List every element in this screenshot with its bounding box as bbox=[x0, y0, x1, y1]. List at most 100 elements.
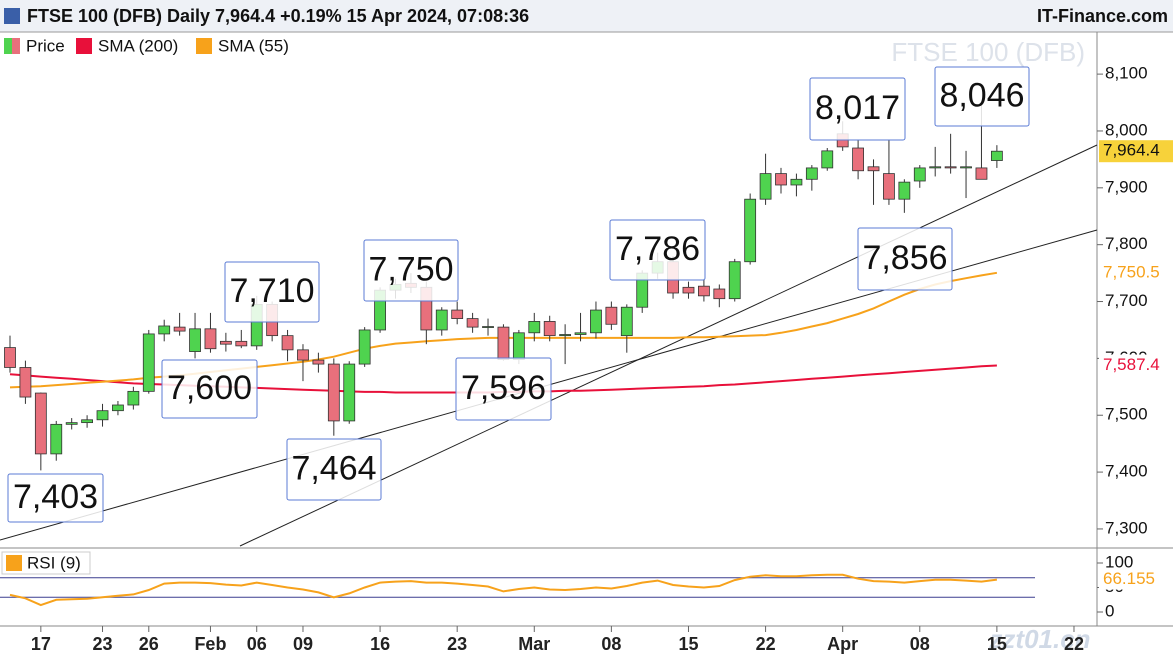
candle-body bbox=[158, 325, 171, 335]
candle-body bbox=[19, 367, 32, 398]
rsi-legend-bg bbox=[1, 551, 91, 575]
candle-body bbox=[898, 181, 911, 200]
candle-body bbox=[698, 285, 710, 297]
legend-swatch bbox=[6, 555, 22, 571]
candle-body bbox=[343, 363, 356, 422]
candle-body bbox=[543, 321, 556, 337]
candle-body bbox=[929, 166, 942, 169]
candle-body bbox=[96, 410, 109, 421]
legend-label: SMA (200) bbox=[98, 36, 178, 55]
candle-body bbox=[312, 359, 325, 365]
x-tick-label: 23 bbox=[93, 634, 113, 654]
price-label-bg bbox=[1099, 140, 1173, 163]
legend-swatch bbox=[196, 38, 212, 54]
candle-body bbox=[528, 321, 541, 334]
candle-body bbox=[960, 166, 972, 169]
price-label: 7,964.4 bbox=[1103, 141, 1160, 160]
candle-body bbox=[281, 335, 294, 351]
annotation-box bbox=[609, 219, 706, 281]
rsi-legend-label: RSI (9) bbox=[27, 553, 81, 572]
rsi-tick-label: 0 bbox=[1105, 601, 1114, 620]
candle-body bbox=[297, 349, 309, 361]
price-label-bg bbox=[1099, 354, 1173, 377]
last-value-label: 7,587.4 bbox=[1103, 355, 1160, 374]
candle-body bbox=[759, 173, 772, 200]
annotation-box bbox=[857, 227, 953, 291]
candle-body bbox=[482, 326, 494, 328]
annotation: 7,600 bbox=[167, 369, 252, 407]
legend-swatch bbox=[12, 38, 20, 54]
annotation-box bbox=[161, 359, 258, 419]
annotation-box bbox=[286, 438, 382, 501]
candle-body bbox=[189, 328, 201, 352]
candle-body bbox=[744, 198, 757, 263]
candle-body bbox=[590, 309, 602, 334]
candle-body bbox=[944, 166, 957, 169]
candle-body bbox=[34, 392, 47, 455]
y-tick-label: 7,500 bbox=[1105, 405, 1148, 424]
x-tick-label: Mar bbox=[518, 634, 550, 654]
annotation: 7,710 bbox=[229, 272, 314, 310]
candle-body bbox=[605, 306, 618, 325]
annotation: 8,017 bbox=[815, 89, 900, 127]
annotation: 8,046 bbox=[939, 76, 1024, 114]
y-tick-label: 7,800 bbox=[1105, 234, 1148, 253]
candle-body bbox=[913, 167, 926, 182]
x-tick-label: 26 bbox=[139, 634, 159, 654]
annotation: 7,464 bbox=[291, 449, 376, 487]
annotation: 7,786 bbox=[615, 230, 700, 268]
y-tick-label: 8,000 bbox=[1105, 120, 1148, 139]
candle-body bbox=[790, 178, 803, 186]
annotation-box bbox=[934, 66, 1030, 127]
logo bbox=[4, 8, 20, 24]
candle-body bbox=[327, 363, 340, 422]
x-tick-label: 08 bbox=[910, 634, 930, 654]
price-label-bg bbox=[1099, 261, 1173, 284]
candle-body bbox=[574, 332, 587, 335]
candle-body bbox=[728, 261, 741, 300]
candle-body bbox=[451, 309, 464, 319]
candle-body bbox=[559, 334, 572, 337]
candle-body bbox=[112, 404, 124, 412]
candle-body bbox=[990, 150, 1003, 161]
x-tick-label: 09 bbox=[293, 634, 313, 654]
annotation-box bbox=[455, 357, 552, 421]
annotation: 7,403 bbox=[13, 478, 98, 516]
candle-body bbox=[466, 318, 479, 328]
candle-body bbox=[204, 328, 217, 350]
rsi-value-bg bbox=[1099, 569, 1169, 590]
x-tick-label: 08 bbox=[601, 634, 621, 654]
trend-line bbox=[239, 144, 1098, 547]
candle-body bbox=[852, 147, 864, 172]
annotation: 7,596 bbox=[461, 369, 546, 407]
candle-body bbox=[821, 150, 834, 169]
annotation-box bbox=[7, 473, 104, 523]
legend-label: Price bbox=[26, 36, 65, 55]
candle-body bbox=[775, 173, 787, 186]
candle-body bbox=[975, 167, 988, 180]
x-tick-label: 15 bbox=[987, 634, 1007, 654]
candle-body bbox=[883, 173, 895, 200]
y-tick-label: 7,700 bbox=[1105, 291, 1148, 310]
candle-body bbox=[620, 306, 633, 337]
header-bar bbox=[0, 0, 1173, 32]
x-tick-label: 17 bbox=[31, 634, 51, 654]
y-tick-label: 7,400 bbox=[1105, 462, 1148, 481]
candle-body bbox=[173, 326, 186, 332]
y-tick-label: 7,900 bbox=[1105, 177, 1148, 196]
y-tick-label: 8,100 bbox=[1105, 64, 1148, 83]
candle-body bbox=[50, 423, 63, 455]
x-tick-label: Feb bbox=[194, 634, 226, 654]
legend-label: SMA (55) bbox=[218, 36, 289, 55]
last-value-label: 7,750.5 bbox=[1103, 262, 1160, 281]
line bbox=[9, 573, 998, 607]
candle-body bbox=[867, 166, 880, 172]
legend-swatch bbox=[4, 38, 12, 54]
y-tick-label: 7,300 bbox=[1105, 518, 1148, 537]
annotation: 7,750 bbox=[368, 250, 453, 288]
x-tick-label: 22 bbox=[1064, 634, 1084, 654]
candle-body bbox=[497, 326, 510, 360]
annotation-box bbox=[809, 77, 906, 141]
